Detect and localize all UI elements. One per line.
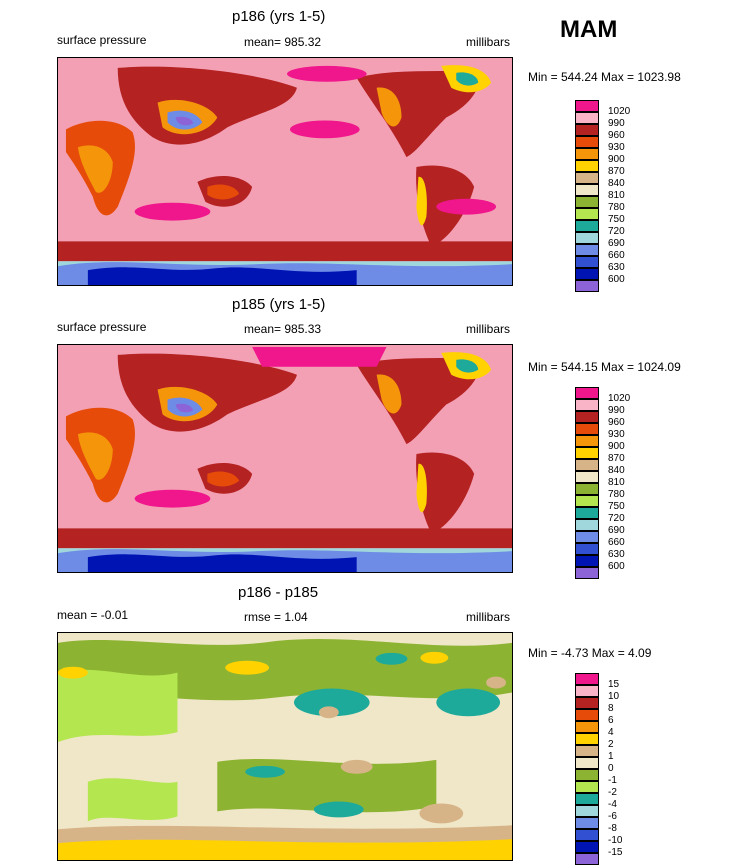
cbar2-label: 930	[608, 429, 625, 440]
panel-3-units-label: millibars	[466, 610, 511, 624]
cbar1-label: 690	[608, 238, 625, 249]
cbar1-label: 630	[608, 262, 625, 273]
cbar1-label: 600	[608, 274, 625, 285]
panel-3-title: p186 - p185	[238, 584, 319, 601]
panel-1-left-label: surface pressure	[57, 33, 147, 47]
cbar3-label: -2	[608, 787, 617, 798]
cbar2-label: 900	[608, 441, 625, 452]
cbar1-label: 810	[608, 190, 625, 201]
cbar2-label: 870	[608, 453, 625, 464]
cbar2-label: 840	[608, 465, 625, 476]
cbar2-label: 600	[608, 561, 625, 572]
cbar1-swatch-14	[575, 256, 599, 268]
cbar2-label: 810	[608, 477, 625, 488]
cbar3-label: 15	[608, 679, 620, 690]
cbar2-label: 720	[608, 513, 625, 524]
panel-2-mean-label: mean= 985.33	[244, 322, 322, 336]
cbar3-label: -6	[608, 811, 617, 822]
cbar1-swatch-16	[575, 280, 599, 292]
panel-2-title: p185 (yrs 1-5)	[232, 296, 326, 313]
season-label: MAM	[560, 16, 618, 43]
cbar1-swatch-2	[575, 112, 599, 124]
cbar2-label: 630	[608, 549, 625, 560]
panel-1-minmax: Min = 544.24 Max = 1023.98	[528, 70, 681, 84]
cbar3-label: -4	[608, 799, 617, 810]
cbar1-label: 660	[608, 250, 625, 261]
cbar1-swatch-7	[575, 172, 599, 184]
cbar2-label: 660	[608, 537, 625, 548]
cbar1-label: 930	[608, 142, 625, 153]
cbar3-label: 1	[608, 751, 614, 762]
cbar2-label: 750	[608, 501, 625, 512]
panel-1-units-label: millibars	[466, 35, 511, 49]
cbar1-swatch-1	[575, 100, 599, 112]
cbar1-swatch-8	[575, 184, 599, 196]
cbar1-label: 960	[608, 130, 625, 141]
cbar3-label: 6	[608, 715, 614, 726]
cbar1-swatch-9	[575, 196, 599, 208]
panel-1-title: p186 (yrs 1-5)	[232, 8, 326, 25]
cbar1-label: 750	[608, 214, 625, 225]
cbar1-label: 870	[608, 166, 625, 177]
panel-2-map	[57, 344, 513, 573]
cbar3-label: -15	[608, 847, 623, 858]
cbar1-swatch-6	[575, 160, 599, 172]
cbar1-swatch-3	[575, 124, 599, 136]
panel-3-mean-label: mean = -0.01	[57, 608, 129, 622]
cbar1-swatch-5	[575, 148, 599, 160]
panel-1-mean-label: mean= 985.32	[244, 35, 322, 49]
cbar3-label: 4	[608, 727, 614, 738]
cbar1-label: 780	[608, 202, 625, 213]
panel-1-map	[57, 57, 513, 286]
cbar2-label: 690	[608, 525, 625, 536]
cbar1-swatch-4	[575, 136, 599, 148]
panel-2-left-label: surface pressure	[57, 320, 147, 334]
panel-3-map	[57, 632, 513, 861]
cbar1-label: 900	[608, 154, 625, 165]
cbar3-label: 2	[608, 739, 614, 750]
cbar3-label: -8	[608, 823, 617, 834]
cbar3-label: 10	[608, 691, 620, 702]
cbar1-label: 840	[608, 178, 625, 189]
cbar1-swatch-15	[575, 268, 599, 280]
cbar1-swatch-12	[575, 232, 599, 244]
cbar1-swatch-11	[575, 220, 599, 232]
cbar3-label: 0	[608, 763, 614, 774]
cbar1-label: 1020	[608, 106, 631, 117]
cbar2-label: 990	[608, 405, 625, 416]
cbar1-label: 720	[608, 226, 625, 237]
cbar2-label: 1020	[608, 393, 631, 404]
panel-3-minmax: Min = -4.73 Max = 4.09	[528, 646, 652, 660]
cbar2-label: 780	[608, 489, 625, 500]
cbar1-swatch-13	[575, 244, 599, 256]
southern-band	[58, 241, 512, 262]
cbar3-label: -1	[608, 775, 617, 786]
panel-2-units-label: millibars	[466, 322, 511, 336]
panel-3-rmse-label: rmse = 1.04	[244, 610, 308, 624]
cbar3-label: -10	[608, 835, 623, 846]
cbar3-label: 8	[608, 703, 614, 714]
cbar1-swatch-10	[575, 208, 599, 220]
cbar2-label: 960	[608, 417, 625, 428]
cbar1-label: 990	[608, 118, 625, 129]
panel-2-minmax: Min = 544.15 Max = 1024.09	[528, 360, 681, 374]
